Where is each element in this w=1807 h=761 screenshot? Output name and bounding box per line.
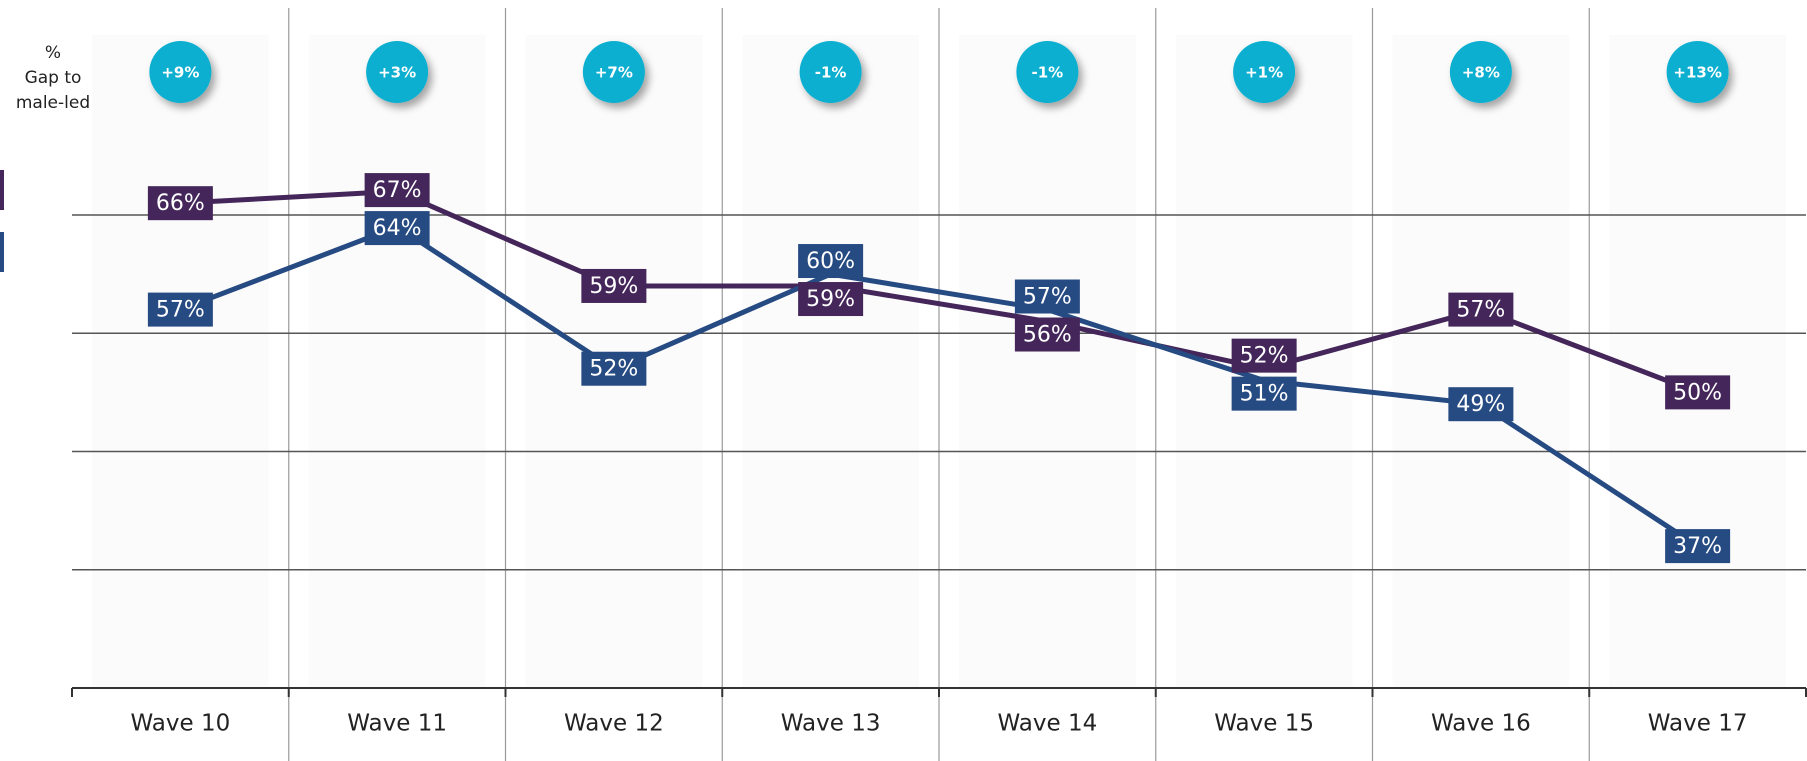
gap-label: -1% (1032, 64, 1064, 82)
value-label: 64% (373, 216, 422, 241)
header-text: % (45, 43, 61, 63)
gap-label: +3% (378, 64, 416, 82)
series-line (179, 224, 1699, 549)
column-shade (1609, 35, 1786, 688)
gap-bubble (582, 41, 645, 103)
value-label-box (581, 268, 647, 303)
value-label: 67% (373, 178, 422, 203)
x-tick-label: Wave 17 (1648, 711, 1748, 737)
gap-bubble (1233, 41, 1296, 103)
value-label: 57% (1456, 298, 1505, 323)
column-shade (1392, 35, 1570, 688)
gap-label: +1% (1245, 64, 1283, 82)
value-label-box (581, 351, 647, 386)
gap-bubble (366, 41, 429, 103)
value-label-box (1448, 387, 1514, 422)
value-label: 51% (1240, 382, 1289, 407)
gap-label: +9% (161, 64, 199, 82)
gap-label: +8% (1462, 64, 1500, 82)
series-line (180, 188, 1699, 395)
value-label: 49% (1456, 392, 1505, 417)
column-shade (742, 35, 919, 688)
value-label-box (364, 211, 430, 246)
value-label: 52% (1240, 344, 1289, 369)
value-label: 57% (156, 298, 205, 323)
value-label: 57% (1023, 285, 1072, 310)
x-tick-label: Wave 15 (1214, 711, 1314, 737)
value-label: 66% (156, 191, 205, 216)
value-label-box (1231, 376, 1297, 411)
value-label-box (1665, 529, 1731, 564)
gap-bubble (1016, 41, 1079, 103)
value-label: 56% (1023, 323, 1072, 348)
x-tick-label: Wave 16 (1431, 711, 1531, 737)
value-label: 60% (806, 249, 855, 274)
value-label-box (1448, 292, 1514, 327)
column-shade (92, 35, 269, 688)
value-label-box (1014, 317, 1080, 352)
value-label-box (364, 173, 430, 208)
gap-bubble (799, 41, 862, 103)
x-tick-label: Wave 10 (131, 711, 231, 737)
value-label-box (1014, 279, 1080, 314)
value-label-box (147, 186, 213, 221)
x-tick-label: Wave 14 (998, 711, 1098, 737)
gap-label: +7% (595, 64, 633, 82)
header-text: Gap to (25, 68, 82, 88)
value-label-box (798, 282, 864, 317)
x-tick-label: Wave 11 (347, 711, 447, 737)
gap-label: -1% (815, 64, 847, 82)
value-label: 59% (589, 274, 638, 299)
gap-bubble (1449, 41, 1512, 103)
value-label-box (798, 244, 864, 279)
value-label: 50% (1673, 380, 1722, 405)
value-label-box (1665, 375, 1731, 410)
x-tick-label: Wave 13 (781, 711, 881, 737)
value-label: 52% (589, 357, 638, 382)
gap-bubble (1666, 41, 1729, 103)
gap-bubble (149, 41, 212, 103)
value-label-box (147, 292, 213, 327)
header-text: male-led (16, 93, 90, 113)
legend-swatch (0, 170, 4, 210)
legend-swatch (0, 232, 4, 272)
value-label-box (1231, 338, 1297, 373)
value-label: 59% (806, 287, 855, 312)
x-tick-label: Wave 12 (564, 711, 664, 737)
column-shade (959, 35, 1136, 688)
gap-label: +13% (1673, 64, 1721, 82)
column-shade (308, 35, 486, 688)
value-label: 37% (1673, 534, 1722, 559)
